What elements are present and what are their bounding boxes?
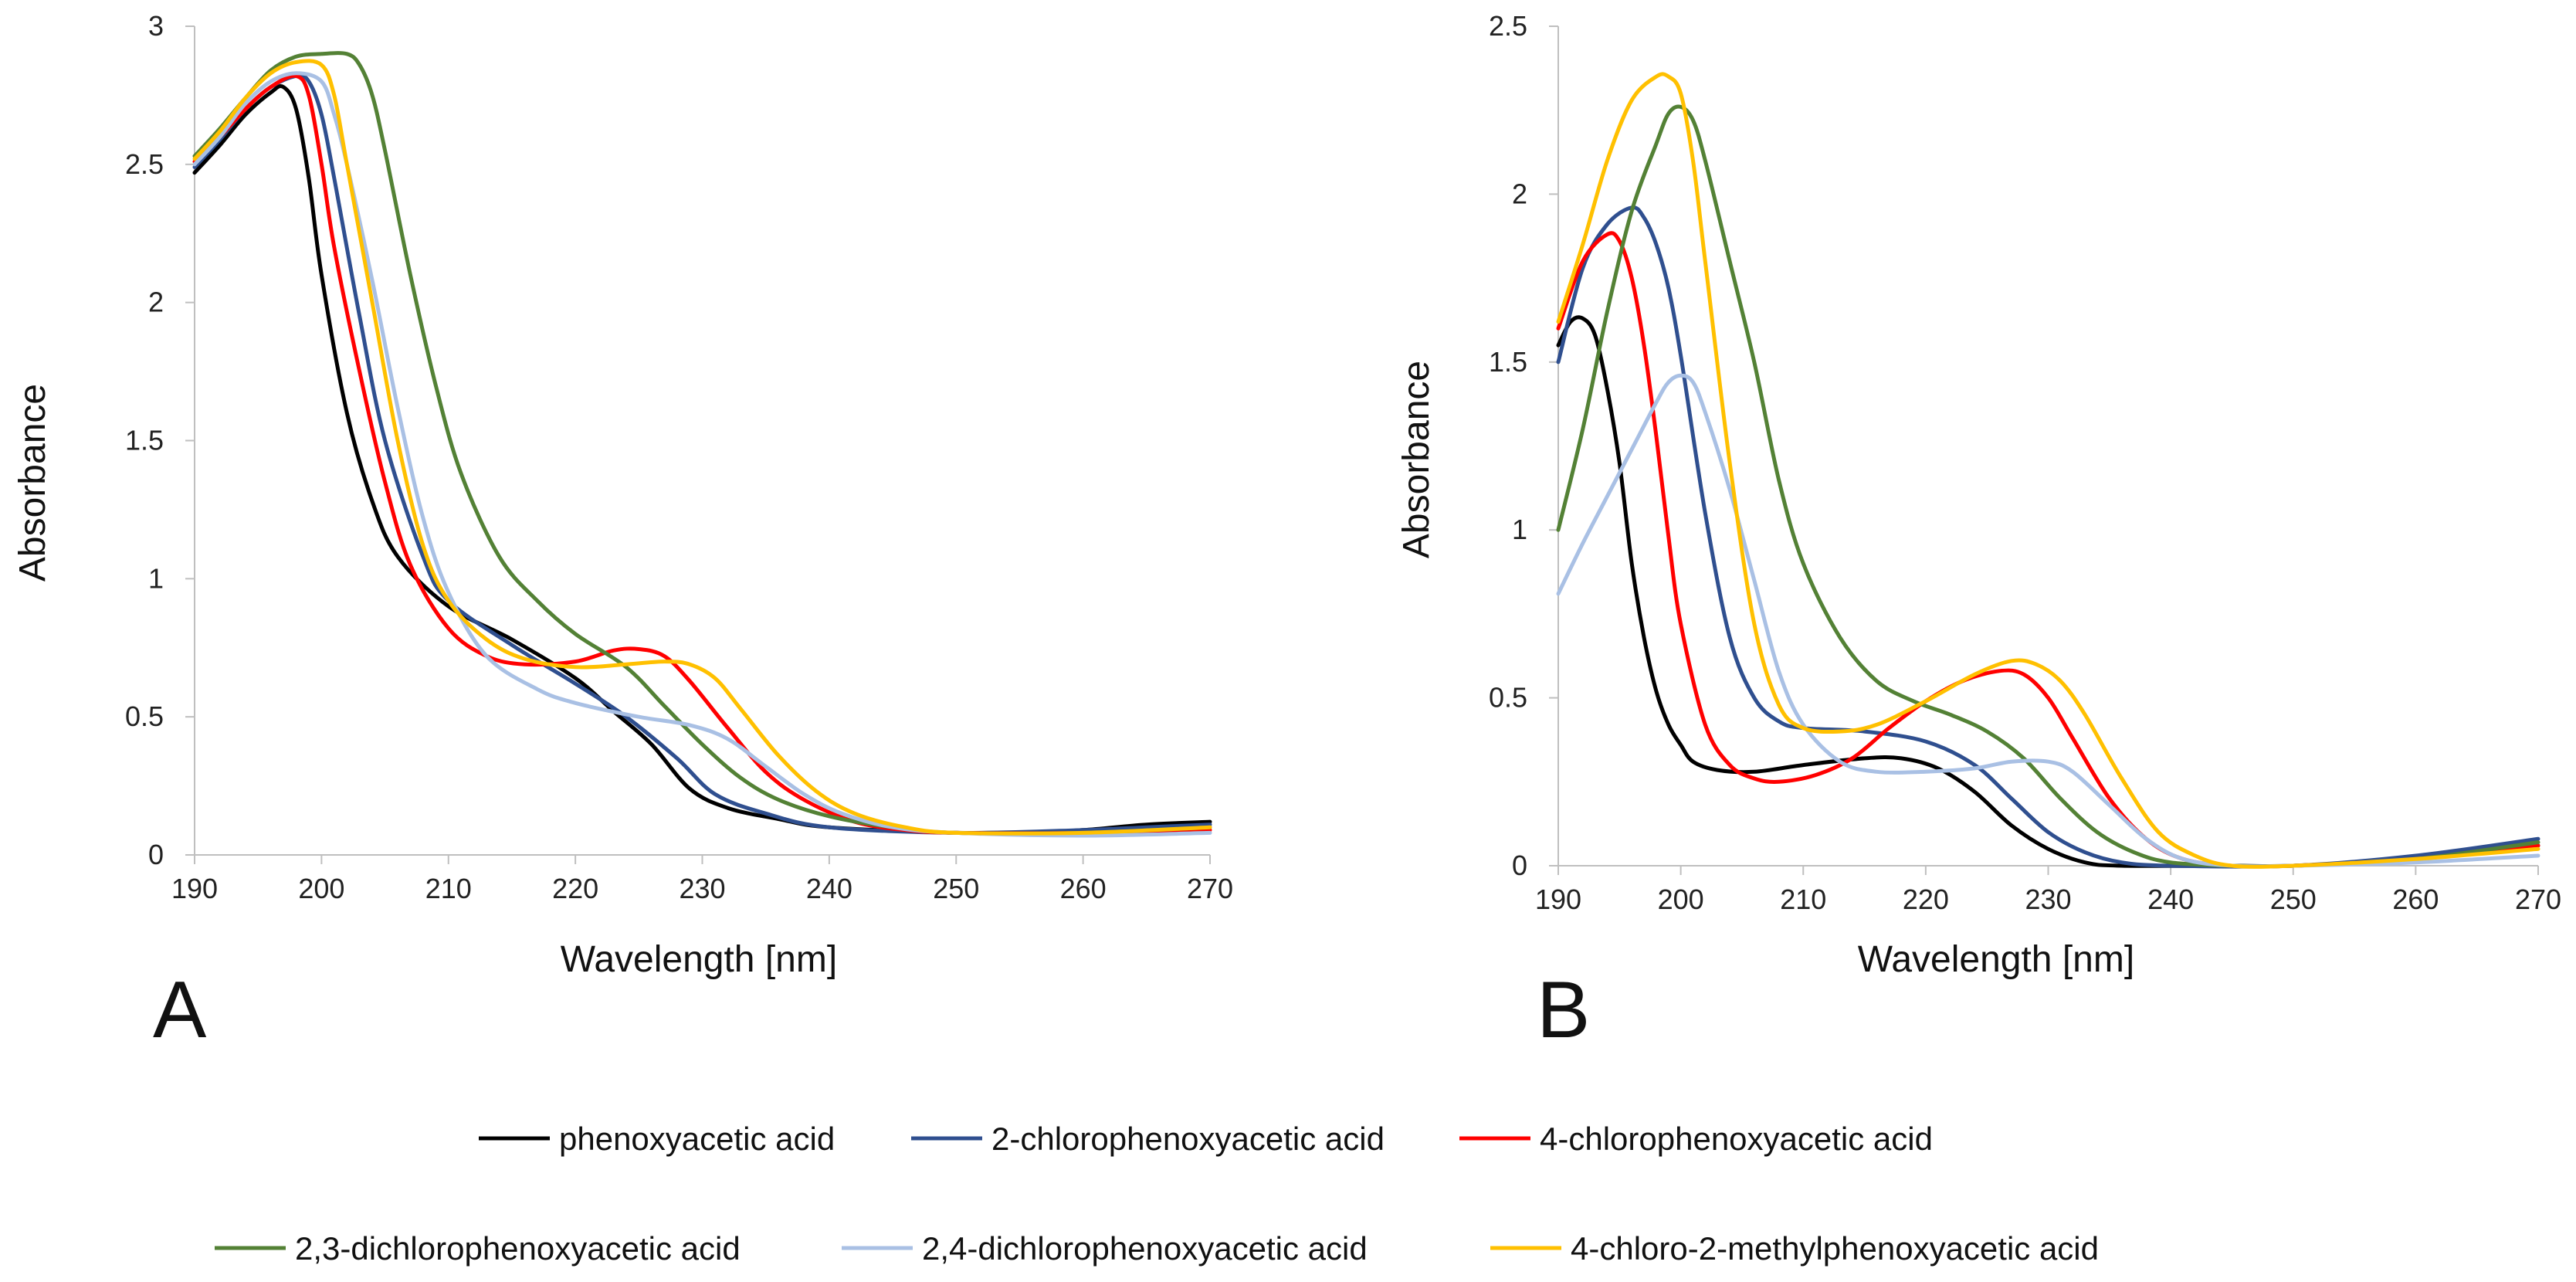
- panel-a-y-tick-label: 3: [148, 10, 164, 42]
- legend: phenoxyacetic acid 2-chlorophenoxyacetic …: [215, 1121, 2099, 1267]
- panel-a-x-tick-label: 200: [298, 873, 344, 904]
- panel-a-y-ticks: [185, 25, 195, 856]
- panel-b-x-tick-label: 230: [2025, 883, 2071, 915]
- panel-a-y-tick-labels: 0 0.5 1 1.5 2 2.5 3: [125, 10, 164, 870]
- panel-b-y-tick-label: 0: [1512, 850, 1527, 881]
- panel-a-series-2-3-dichlorophenoxyacetic-acid: [192, 51, 1212, 836]
- panel-a-y-tick-label: 0.5: [125, 700, 164, 732]
- panel-b-series-4-chloro-2-methylphenoxyacetic-acid: [1556, 72, 2540, 869]
- panel-a-x-tick-label: 220: [552, 873, 598, 904]
- panel-b-y-tick-label: 1: [1512, 514, 1527, 545]
- panel-b-x-tick-label: 200: [1658, 883, 1704, 915]
- panel-b-x-tick-labels: 190 200 210 220 230 240 250 260 270: [1535, 883, 2561, 915]
- panel-a-x-tick-label: 230: [679, 873, 725, 904]
- legend-item-4-chlorophenoxyacetic-acid: 4-chlorophenoxyacetic acid: [1459, 1121, 1933, 1157]
- panel-b: 0 0.5 1 1.5 2 2.5 190 200 210 220 230 240 250 260 270…: [1396, 10, 2561, 1055]
- legend-label: phenoxyacetic acid: [559, 1121, 835, 1157]
- legend-item-2-4-dichlorophenoxyacetic-acid: 2,4-dichlorophenoxyacetic acid: [842, 1230, 1368, 1267]
- panel-a-x-tick-labels: 190 200 210 220 230 240 250 260 270: [171, 873, 1233, 904]
- panel-b-y-tick-label: 0.5: [1489, 682, 1527, 714]
- panel-b-x-axis-title: Wavelength [nm]: [1858, 939, 2134, 980]
- panel-a-x-ticks: [194, 855, 1211, 864]
- panel-b-series-2-3-dichlorophenoxyacetic-acid: [1556, 104, 2540, 869]
- panel-a-y-tick-label: 0: [148, 839, 164, 870]
- panel-b-y-tick-label: 1.5: [1489, 346, 1527, 378]
- panel-a-x-axis-title: Wavelength [nm]: [561, 939, 837, 980]
- panel-a-series-4-chloro-2-methylphenoxyacetic-acid: [192, 59, 1212, 836]
- panel-b-y-ticks: [1549, 25, 1558, 867]
- panel-b-x-tick-label: 190: [1535, 883, 1581, 915]
- legend-item-phenoxyacetic-acid: phenoxyacetic acid: [479, 1121, 835, 1157]
- panel-b-series-2-4-dichlorophenoxyacetic-acid: [1556, 373, 2540, 869]
- panel-a-y-axis-title: Absorbance: [12, 384, 53, 582]
- panel-b-x-tick-label: 210: [1780, 883, 1826, 915]
- panel-b-x-tick-label: 240: [2147, 883, 2194, 915]
- panel-b-x-tick-label: 220: [1903, 883, 1949, 915]
- panel-b-y-tick-labels: 0 0.5 1 1.5 2 2.5: [1489, 10, 1527, 881]
- panel-a-x-tick-label: 240: [806, 873, 852, 904]
- panel-a: 0 0.5 1 1.5 2 2.5 3 190 200 210 220 230 240 250 260 27…: [12, 10, 1233, 1055]
- panel-a-x-tick-label: 190: [171, 873, 218, 904]
- legend-item-2-3-dichlorophenoxyacetic-acid: 2,3-dichlorophenoxyacetic acid: [215, 1230, 741, 1267]
- legend-label: 4-chlorophenoxyacetic acid: [1540, 1121, 1933, 1157]
- panel-a-y-tick-label: 1: [148, 562, 164, 594]
- panel-a-series: [192, 51, 1212, 838]
- panel-a-series-phenoxyacetic-acid: [192, 83, 1212, 836]
- panel-a-y-tick-label: 2.5: [125, 148, 164, 180]
- panel-a-series-4-chlorophenoxyacetic-acid: [192, 73, 1212, 836]
- panel-b-x-ticks: [1557, 866, 2539, 875]
- panel-b-x-tick-label: 250: [2270, 883, 2317, 915]
- panel-b-y-tick-label: 2.5: [1489, 10, 1527, 42]
- panel-b-y-tick-label: 2: [1512, 178, 1527, 209]
- legend-item-2-chlorophenoxyacetic-acid: 2-chlorophenoxyacetic acid: [911, 1121, 1385, 1157]
- panel-b-series-2-chlorophenoxyacetic-acid: [1556, 205, 2540, 869]
- panel-b-letter: B: [1537, 965, 1590, 1055]
- panel-a-y-tick-label: 1.5: [125, 425, 164, 456]
- panel-b-x-tick-label: 270: [2515, 883, 2561, 915]
- legend-label: 2-chlorophenoxyacetic acid: [991, 1121, 1385, 1157]
- legend-label: 2,4-dichlorophenoxyacetic acid: [922, 1230, 1368, 1267]
- panel-a-y-tick-label: 2: [148, 287, 164, 318]
- panel-a-series-2-4-dichlorophenoxyacetic-acid: [192, 71, 1212, 838]
- panel-b-x-tick-label: 260: [2392, 883, 2439, 915]
- panel-a-x-tick-label: 270: [1187, 873, 1233, 904]
- panel-b-y-axis-title: Absorbance: [1396, 361, 1437, 558]
- panel-a-series-2-chlorophenoxyacetic-acid: [192, 73, 1212, 835]
- panel-b-series: [1556, 72, 2540, 869]
- legend-label: 2,3-dichlorophenoxyacetic acid: [295, 1230, 741, 1267]
- legend-label: 4-chloro-2-methylphenoxyacetic acid: [1571, 1230, 2099, 1267]
- legend-item-4-chloro-2-methylphenoxyacetic-acid: 4-chloro-2-methylphenoxyacetic acid: [1490, 1230, 2099, 1267]
- panel-a-x-tick-label: 210: [425, 873, 472, 904]
- panel-a-x-tick-label: 250: [933, 873, 979, 904]
- panel-a-letter: A: [153, 965, 207, 1055]
- panel-b-series-4-chlorophenoxyacetic-acid: [1556, 231, 2540, 869]
- panel-a-x-tick-label: 260: [1060, 873, 1107, 904]
